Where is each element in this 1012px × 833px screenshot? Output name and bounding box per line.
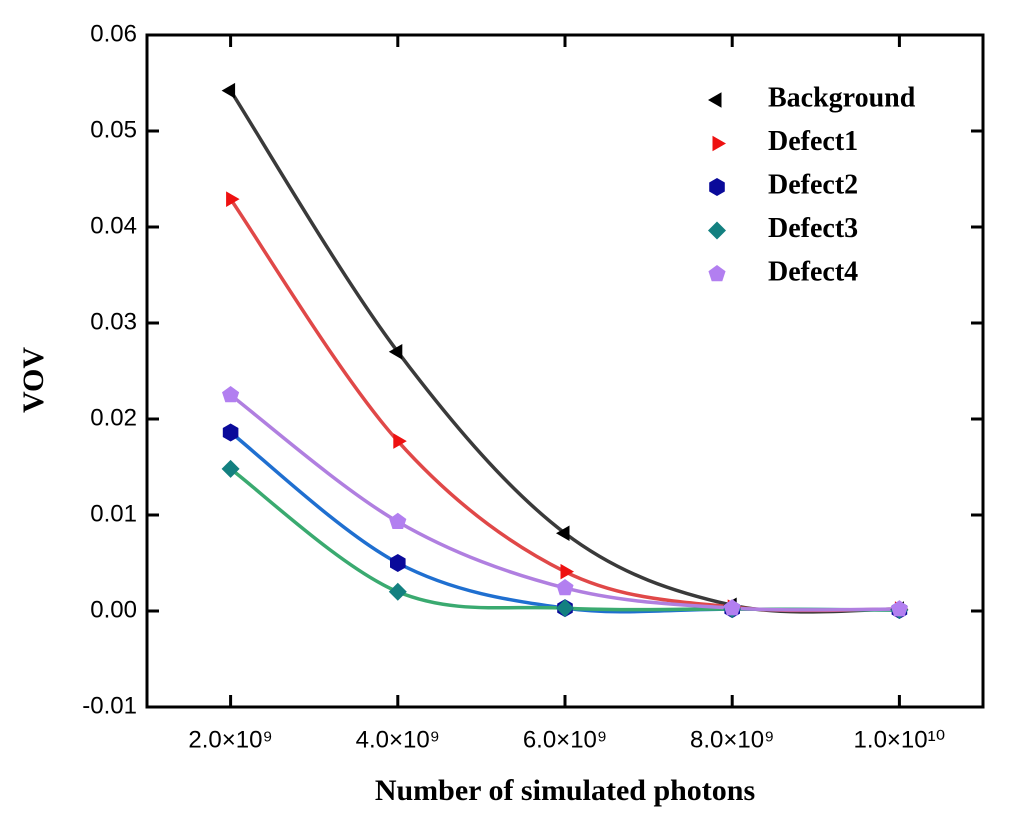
point (390, 554, 406, 572)
point (389, 512, 407, 530)
y-tick-label: 0.06 (90, 20, 137, 47)
x-tick-label: 4.0×10⁹ (356, 726, 440, 753)
point (890, 600, 908, 617)
legend-marker (708, 92, 722, 108)
legend-marker (709, 178, 725, 196)
x-tick-label: 6.0×10⁹ (523, 726, 607, 753)
point (556, 525, 570, 542)
legend-marker (708, 265, 726, 282)
point (221, 82, 236, 99)
y-tick-label: 0.02 (90, 404, 137, 431)
legend-label: Defect1 (768, 126, 858, 157)
y-tick-label: 0.05 (90, 116, 137, 143)
y-tick-label: 0.03 (90, 308, 137, 335)
legend-label: Defect2 (768, 169, 858, 200)
point (556, 599, 574, 618)
y-axis-title: VOV (17, 347, 50, 413)
point (221, 459, 240, 478)
legend-marker (712, 135, 726, 152)
point (393, 433, 407, 449)
point (222, 386, 240, 403)
point (222, 423, 239, 442)
legend-label: Defect4 (768, 256, 858, 287)
x-tick-label: 8.0×10⁹ (690, 726, 774, 753)
legend-label: Background (768, 82, 916, 113)
point (723, 599, 741, 616)
point (388, 582, 407, 601)
x-axis-title: Number of simulated photons (375, 774, 755, 807)
x-tick-label: 2.0×10⁹ (188, 726, 272, 753)
point (560, 563, 574, 580)
y-tick-label: -0.01 (82, 692, 137, 719)
plot-frame (145, 33, 985, 709)
point (556, 578, 574, 596)
legend-marker (708, 221, 726, 240)
point (226, 191, 240, 207)
point (388, 344, 403, 360)
y-tick-label: 0.00 (90, 596, 137, 623)
y-tick-label: 0.04 (90, 212, 137, 239)
y-tick-label: 0.01 (90, 500, 137, 527)
x-tick-label: 1.0×10¹⁰ (854, 726, 946, 753)
legend-label: Defect3 (768, 213, 858, 244)
